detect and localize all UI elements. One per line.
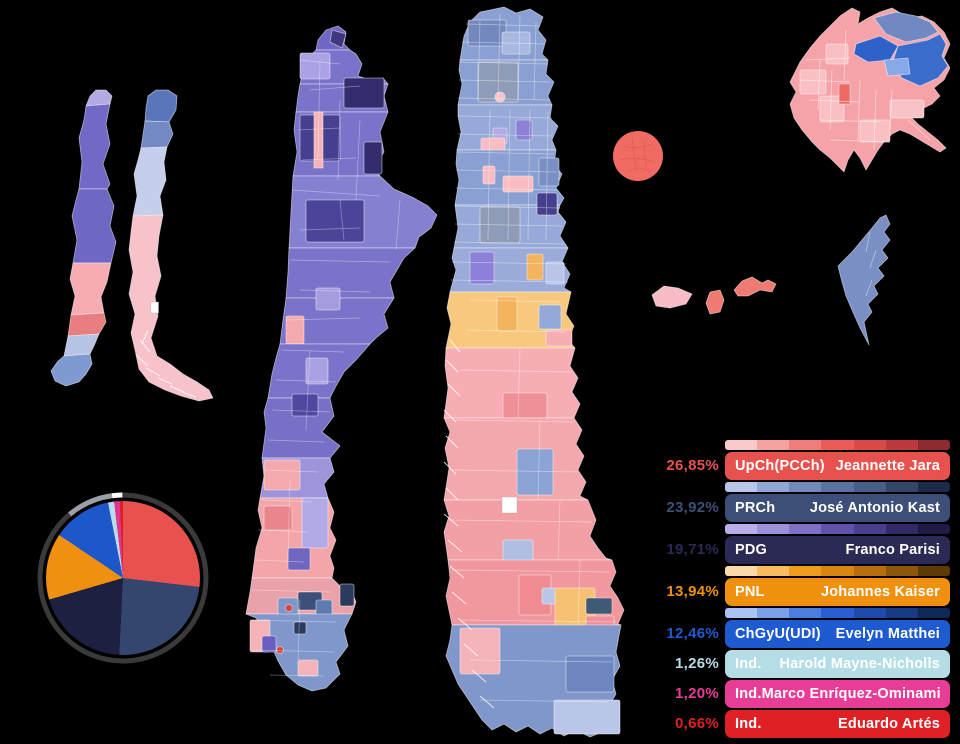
legend-bars: PDG Franco Parisi: [725, 524, 950, 564]
legend-bars: UpCh(PCCh) Jeannette Jara: [725, 440, 950, 480]
island-inset-2: [705, 289, 725, 315]
legend-bars: Ind. Marco Enríquez-Ominami: [725, 680, 950, 708]
legend-candidate-name: Harold Mayne-Nicholls: [779, 656, 940, 672]
legend-row: ChGyU(UDI) Evelyn Matthei: [725, 620, 950, 648]
legend-shade-strip: [725, 440, 950, 450]
island-inset-3: [733, 276, 777, 297]
legend-party-label: Ind.: [735, 716, 762, 732]
legend-percent: 23,92%: [666, 499, 719, 516]
legend-percent: 19,71%: [666, 541, 719, 558]
legend-entry: 19,71% PDG Franco Parisi: [665, 524, 952, 564]
legend-candidate-name: Jeannette Jara: [835, 458, 940, 474]
santiago-inset-map: [789, 7, 951, 173]
legend-party-label: ChGyU(UDI): [735, 626, 821, 642]
legend-percent: 26,85%: [666, 457, 719, 474]
legend-bars: PRCh José Antonio Kast: [725, 482, 950, 522]
easter-island-inset: [613, 131, 663, 181]
pie-ring: [37, 492, 209, 664]
legend-party-label: Ind.: [735, 656, 762, 672]
legend-entry: 1,20% Ind. Marco Enríquez-Ominami: [665, 680, 952, 708]
pie-chart: [46, 501, 200, 655]
legend-percent: 0,66%: [674, 715, 719, 732]
legend-party-label: PNL: [735, 584, 765, 600]
ring-gap: [37, 492, 209, 664]
chile-commune-map-north: [245, 25, 438, 692]
legend-shade-strip: [725, 608, 950, 618]
legend-percent: 13,94%: [666, 583, 719, 600]
legend-row: UpCh(PCCh) Jeannette Jara: [725, 452, 950, 480]
chile-commune-map-south: [443, 6, 625, 738]
legend-shade-strip: [725, 482, 950, 492]
legend-party-label: PDG: [735, 542, 768, 558]
legend-candidate-name: Franco Parisi: [845, 542, 940, 558]
legend-candidate-name: José Antonio Kast: [809, 500, 940, 516]
legend-row: PDG Franco Parisi: [725, 536, 950, 564]
legend-party-label: Ind.: [735, 686, 762, 702]
legend-row: PRCh José Antonio Kast: [725, 494, 950, 522]
legend-bars: ChGyU(UDI) Evelyn Matthei: [725, 608, 950, 648]
island-insets: [651, 276, 777, 315]
legend-candidate-name: Evelyn Matthei: [835, 626, 940, 642]
legend-entry: 23,92% PRCh José Antonio Kast: [665, 482, 952, 522]
legend-row: PNL Johannes Kaiser: [725, 578, 950, 606]
legend-row: Ind. Marco Enríquez-Ominami: [725, 680, 950, 708]
chile-region-map: [50, 89, 117, 387]
legend-party-label: PRCh: [735, 500, 776, 516]
legend-shade-strip: [725, 566, 950, 576]
legend-percent: 12,46%: [666, 625, 719, 642]
legend: 26,85% UpCh(PCCh) Jeannette Jara 23,92% …: [665, 440, 952, 740]
legend-entry: 0,66% Ind. Eduardo Artés: [665, 710, 952, 738]
legend-bars: Ind. Eduardo Artés: [725, 710, 950, 738]
no-data-commune: [501, 496, 518, 514]
legend-row: Ind. Harold Mayne-Nicholls: [725, 650, 950, 678]
legend-percent: 1,20%: [674, 685, 719, 702]
legend-bars: PNL Johannes Kaiser: [725, 566, 950, 606]
legend-candidate-name: Johannes Kaiser: [820, 584, 940, 600]
island-inset-1: [651, 285, 693, 309]
legend-entry: 1,26% Ind. Harold Mayne-Nicholls: [665, 650, 952, 678]
legend-entry: 26,85% UpCh(PCCh) Jeannette Jara: [665, 440, 952, 480]
results-pie-chart: [37, 492, 209, 664]
legend-entry: 12,46% ChGyU(UDI) Evelyn Matthei: [665, 608, 952, 648]
legend-entry: 13,94% PNL Johannes Kaiser: [665, 566, 952, 606]
antarctic-territory-inset: [837, 214, 891, 346]
legend-bars: Ind. Harold Mayne-Nicholls: [725, 650, 950, 678]
pie-ring-segments: [37, 492, 209, 664]
legend-row: Ind. Eduardo Artés: [725, 710, 950, 738]
legend-candidate-name: Eduardo Artés: [838, 716, 940, 732]
no-data-commune: [150, 301, 159, 314]
legend-party-label: UpCh(PCCh): [735, 458, 825, 474]
legend-percent: 1,26%: [674, 655, 719, 672]
legend-candidate-name: Marco Enríquez-Ominami: [761, 686, 941, 702]
chile-secondary-map: [128, 89, 214, 402]
legend-shade-strip: [725, 524, 950, 534]
